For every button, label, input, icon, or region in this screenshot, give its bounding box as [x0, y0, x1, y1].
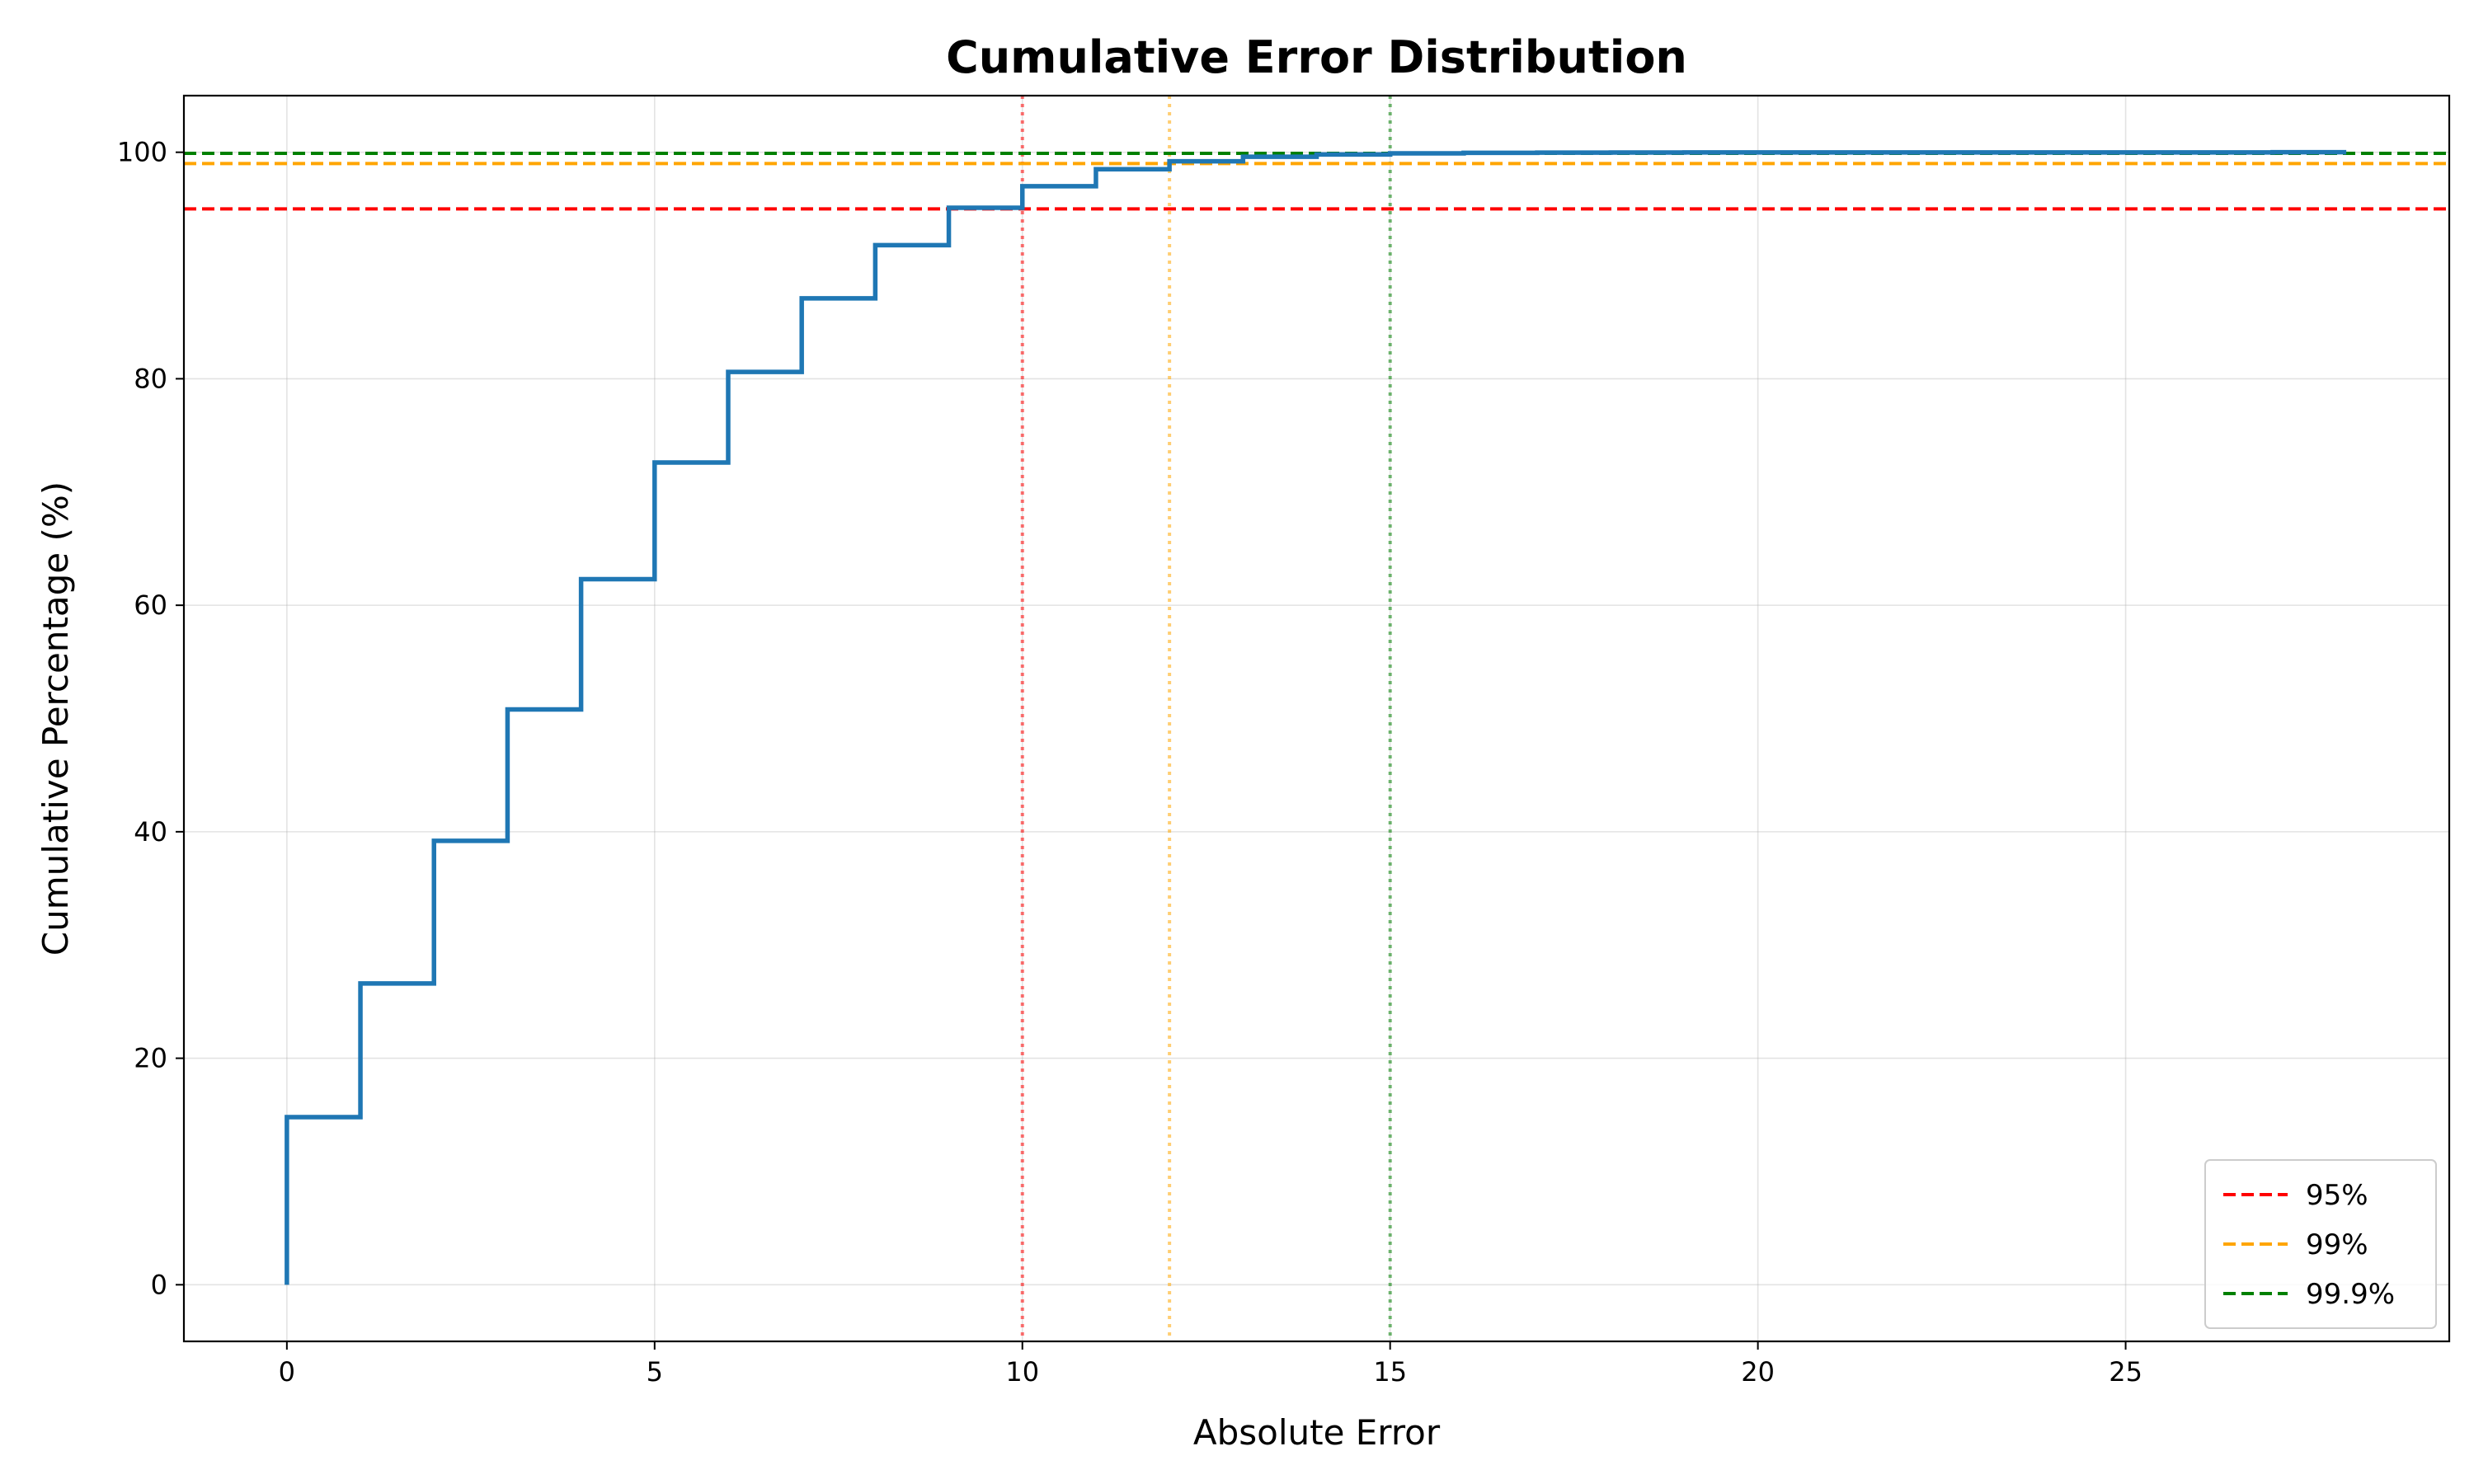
x-tick-label: 10	[1005, 1356, 1039, 1388]
legend-label: 99%	[2306, 1228, 2368, 1261]
legend: 95% 99% 99.9%	[2204, 1159, 2437, 1329]
y-tick-label: 40	[134, 816, 167, 848]
y-axis-title: Cumulative Percentage (%)	[35, 481, 76, 956]
axis-ticks: 0 5 10 15 20 25 0 20 40 60 80 100	[117, 137, 2142, 1388]
x-tick-label: 25	[2109, 1356, 2142, 1388]
legend-label: 99.9%	[2306, 1278, 2395, 1311]
y-tick-label: 100	[117, 137, 167, 168]
y-tick-label: 60	[134, 589, 167, 621]
series	[285, 149, 2347, 1285]
plot-frame	[182, 94, 2451, 1343]
x-tick-label: 20	[1741, 1356, 1775, 1388]
chart-title: Cumulative Error Distribution	[946, 31, 1687, 83]
vertical-markers	[1020, 96, 1392, 1341]
legend-box	[2204, 1159, 2437, 1329]
x-tick-label: 15	[1373, 1356, 1407, 1388]
series-line	[285, 149, 2347, 1285]
y-tick-label: 80	[134, 363, 167, 394]
x-tick-label: 0	[279, 1356, 295, 1388]
legend-label: 95%	[2306, 1179, 2368, 1212]
y-tick-label: 0	[151, 1269, 167, 1300]
y-tick-label: 20	[134, 1043, 167, 1074]
x-tick-label: 5	[647, 1356, 663, 1388]
x-axis-title: Absolute Error	[1193, 1412, 1441, 1453]
